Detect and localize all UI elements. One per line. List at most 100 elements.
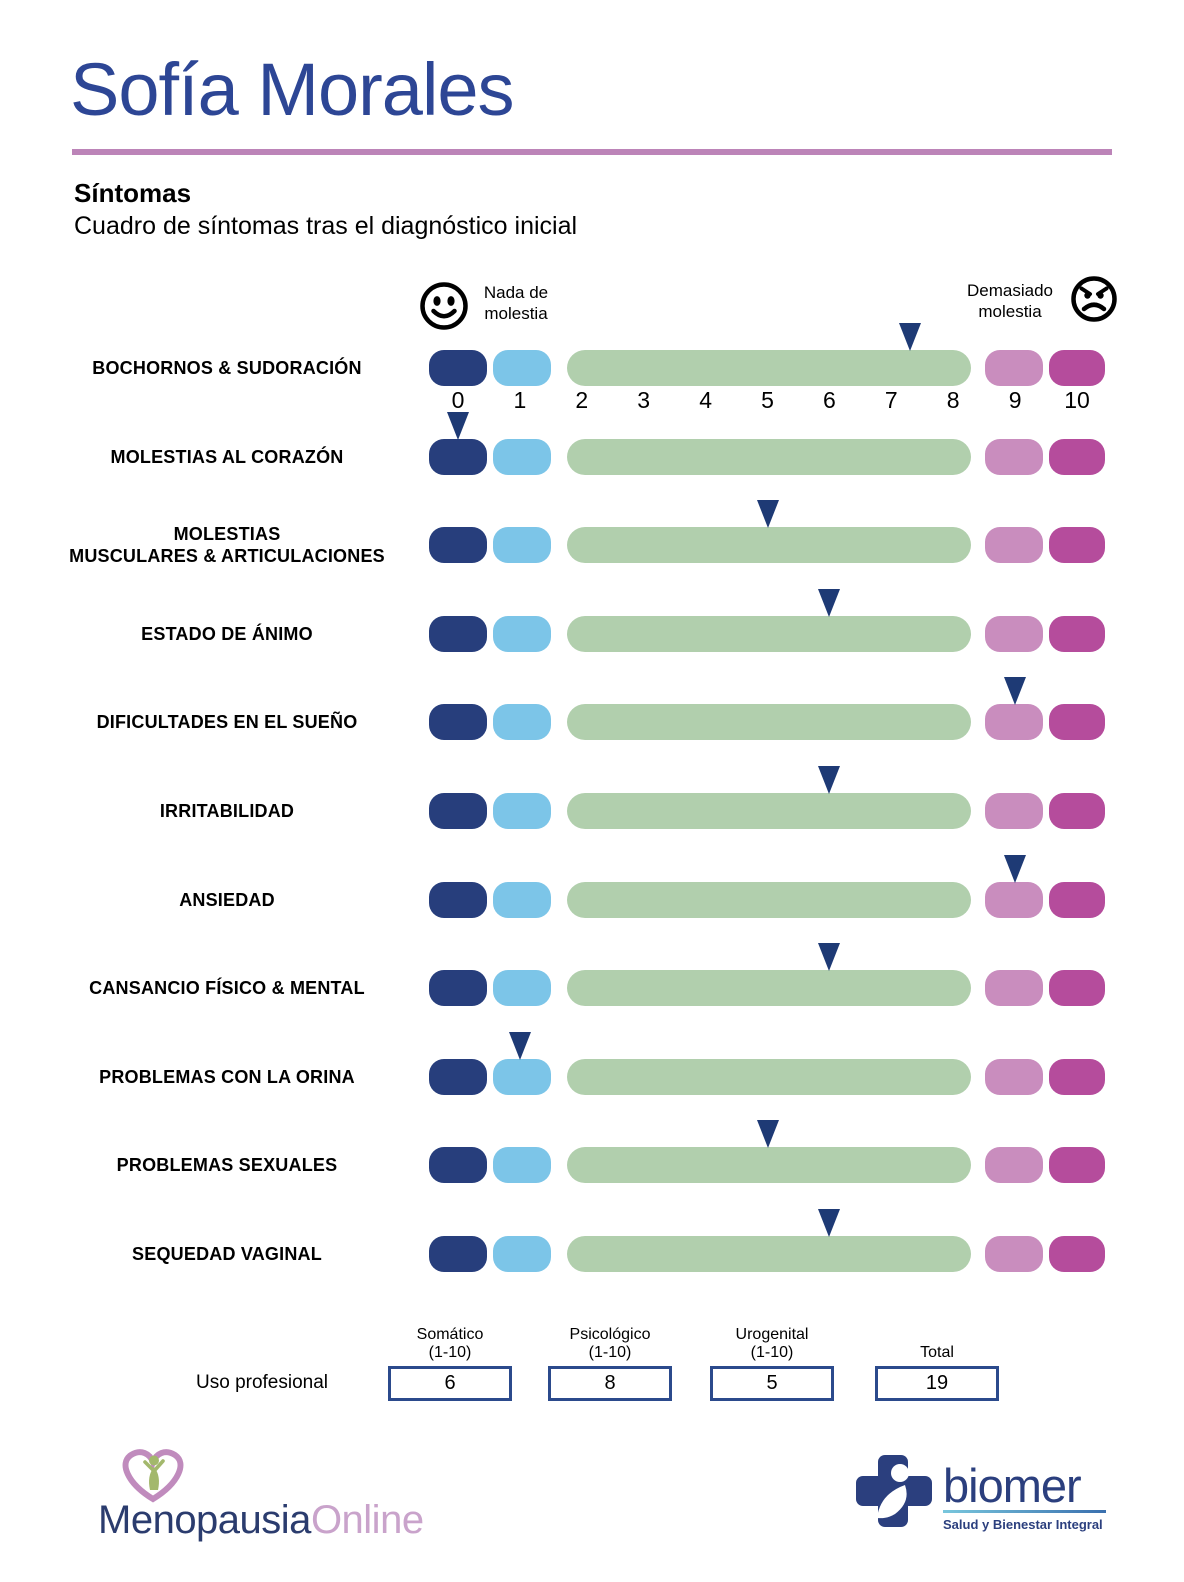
symptom-row: PROBLEMAS CON LA ORINA xyxy=(0,1031,1184,1121)
score-header: Somático (1-10) xyxy=(416,1326,484,1361)
scale-segment-2-8 xyxy=(567,438,971,475)
scale-tick: 1 xyxy=(513,387,527,413)
scale-tick: 2 xyxy=(575,387,589,413)
symptom-row: MOLESTIAS MUSCULARES & ARTICULACIONES xyxy=(0,500,1184,589)
scale-segment-0 xyxy=(429,438,487,475)
symptom-row: BOCHORNOS & SUDORACIÓN 0 1 2 3 4 5 6 7 8 9 10 xyxy=(0,323,1184,413)
score-group: Somático (1-10) 6 xyxy=(388,1310,512,1406)
score-box: 6 xyxy=(388,1366,512,1401)
severity-marker-icon xyxy=(1004,677,1027,706)
scale-segment-0 xyxy=(429,704,487,741)
severity-marker-icon xyxy=(818,765,841,794)
menopausia-wordmark-part1: Menopausia xyxy=(98,1498,311,1542)
legend-right-line1: Demasiado xyxy=(967,281,1053,300)
severity-marker-icon xyxy=(898,323,921,351)
patient-name: Sofía Morales xyxy=(70,48,515,131)
scale-tick: 6 xyxy=(822,387,836,413)
scale-tick: 4 xyxy=(699,387,712,413)
heart-icon xyxy=(122,1449,184,1503)
scale-segment-2-8 xyxy=(567,1147,971,1184)
scale-segment-10 xyxy=(1049,704,1105,741)
symptom-rows: BOCHORNOS & SUDORACIÓN 0 1 2 3 4 5 6 7 8 9 10 MOLE… xyxy=(0,323,1184,1298)
scale-segment-1 xyxy=(493,704,551,741)
scale-segment-9 xyxy=(985,1147,1043,1184)
scale-segment-2-8 xyxy=(567,704,971,741)
biomer-tagline: Salud y Bienestar Integral xyxy=(943,1517,1103,1532)
scale-segment-9 xyxy=(985,792,1043,829)
scale-segment-2-8 xyxy=(567,881,971,918)
legend-left-label: Nada de molestia xyxy=(466,282,566,324)
symptom-label: MOLESTIAS MUSCULARES & ARTICULACIONES xyxy=(69,524,385,567)
scale-segment-10 xyxy=(1049,881,1105,918)
severity-marker-icon xyxy=(818,588,841,617)
severity-marker-icon xyxy=(447,411,469,440)
scale-segment-1 xyxy=(493,1147,551,1184)
scale-segment-9 xyxy=(985,970,1043,1007)
symptom-scale xyxy=(429,1120,1105,1209)
severity-marker-icon xyxy=(508,1031,531,1060)
scale-segment-9 xyxy=(985,438,1043,475)
scale-segment-0 xyxy=(429,1058,487,1095)
scale-tick: 10 xyxy=(1064,387,1090,413)
scale-segment-0 xyxy=(429,527,487,564)
symptom-scale: 0 1 2 3 4 5 6 7 8 9 10 xyxy=(429,323,1105,413)
symptom-label: ANSIEDAD xyxy=(179,889,275,910)
scale-segment-10 xyxy=(1049,1058,1105,1095)
happy-face-icon xyxy=(420,282,468,330)
scale-segment-2-8 xyxy=(567,1058,971,1095)
severity-marker-icon xyxy=(818,943,841,972)
scale-segment-0 xyxy=(429,970,487,1007)
score-box: 19 xyxy=(875,1366,999,1401)
scale-segment-9 xyxy=(985,1058,1043,1095)
scale-segment-1 xyxy=(493,527,551,564)
symptom-scale xyxy=(429,1031,1105,1121)
legend-right-line2: molestia xyxy=(978,302,1042,321)
scale-segment-2-8 xyxy=(567,970,971,1007)
symptom-row: MOLESTIAS AL CORAZÓN xyxy=(0,411,1184,501)
severity-marker-icon xyxy=(818,1208,841,1237)
biomer-text-block: biomer Salud y Bienestar Integral xyxy=(943,1452,1108,1532)
menopausia-wordmark-part2: Online xyxy=(310,1498,424,1542)
scale-segment-2-8 xyxy=(567,527,971,564)
scale-tick: 9 xyxy=(1008,387,1022,413)
menopausia-wordmark: MenopausiaOnline xyxy=(98,1498,424,1542)
severity-marker-icon xyxy=(756,500,779,529)
scale-segment-9 xyxy=(985,1235,1043,1272)
scale-segment-10 xyxy=(1049,1147,1105,1184)
symptom-row: PROBLEMAS SEXUALES xyxy=(0,1120,1184,1209)
symptom-scale xyxy=(429,765,1105,855)
score-group: Psicológico (1-10) 8 xyxy=(548,1310,672,1406)
biomer-underline xyxy=(943,1510,1106,1513)
symptom-scale xyxy=(429,411,1105,501)
symptom-scale xyxy=(429,588,1105,678)
symptom-scale xyxy=(429,943,1105,1032)
legend-right-label: Demasiado molestia xyxy=(945,280,1075,322)
symptom-row: ANSIEDAD xyxy=(0,854,1184,944)
scale-segment-1 xyxy=(493,438,551,475)
title-divider xyxy=(72,149,1112,155)
symptom-scale xyxy=(429,854,1105,944)
symptom-row: SEQUEDAD VAGINAL xyxy=(0,1208,1184,1298)
scale-segment-10 xyxy=(1049,792,1105,829)
section-subheading: Cuadro de síntomas tras el diagnóstico i… xyxy=(74,212,578,240)
scale-tick: 0 xyxy=(451,387,465,413)
scale-segment-0 xyxy=(429,615,487,652)
scale-segment-1 xyxy=(493,1235,551,1272)
scale-segment-9 xyxy=(985,881,1043,918)
scale-segment-10 xyxy=(1049,527,1105,564)
score-box: 8 xyxy=(548,1366,672,1401)
symptom-row: ESTADO DE ÁNIMO xyxy=(0,588,1184,678)
symptom-label: BOCHORNOS & SUDORACIÓN xyxy=(92,358,362,378)
scale-segment-9 xyxy=(985,527,1043,564)
biomer-wordmark: biomer xyxy=(943,1459,1082,1512)
symptom-label: CANSANCIO FÍSICO & MENTAL xyxy=(89,978,365,999)
medical-cross-icon xyxy=(856,1455,932,1527)
scale-segment-9 xyxy=(985,615,1043,652)
symptom-row: IRRITABILIDAD xyxy=(0,765,1184,855)
scale-segment-9 xyxy=(985,704,1043,741)
symptom-label: SEQUEDAD VAGINAL xyxy=(132,1243,322,1264)
scale-segment-0 xyxy=(429,792,487,829)
scale-segment-0 xyxy=(429,1147,487,1184)
scale-tick: 5 xyxy=(761,387,774,413)
scale-segment-1 xyxy=(493,615,551,652)
